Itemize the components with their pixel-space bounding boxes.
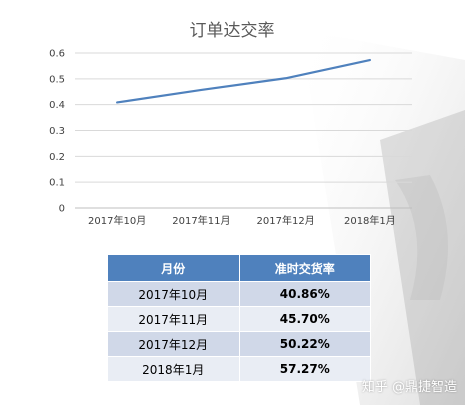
y-tick-label: 0.5 (49, 74, 65, 85)
table-header-row: 月份 准时交货率 (107, 254, 371, 282)
series-lines (116, 58, 371, 104)
x-tick-label: 2017年12月 (257, 214, 315, 227)
table-row: 2017年10月 40.86% (107, 281, 371, 307)
cell-month: 2017年10月 (107, 281, 240, 307)
table-row: 2017年12月 50.22% (107, 331, 371, 357)
y-tick-label: 0.4 (49, 100, 65, 111)
x-tick-label: 2017年10月 (88, 214, 146, 227)
header-rate: 准时交货率 (238, 254, 371, 282)
cell-rate: 40.86% (238, 281, 371, 307)
y-tick-label: 0.3 (49, 126, 65, 137)
x-axis-categories: 2017年10月 2017年11月 2017年12月 2018年1月 (88, 214, 396, 227)
cell-month: 2018年1月 (107, 356, 240, 382)
cell-rate: 50.22% (238, 331, 371, 357)
cell-rate: 57.27% (238, 356, 371, 382)
cell-month: 2017年12月 (107, 331, 240, 357)
y-tick-label: 0.2 (49, 152, 65, 163)
data-table: 月份 准时交货率 2017年10月 40.86% 2017年11月 45.70%… (107, 254, 371, 382)
table-row: 2018年1月 57.27% (107, 356, 371, 382)
cell-rate: 45.70% (238, 306, 371, 332)
line-chart: 订单达交率 00.10.20.30.40.50.6 2017年10月 2017年1… (49, 21, 412, 227)
x-tick-label: 2017年11月 (172, 214, 230, 227)
y-tick-label: 0 (59, 204, 65, 215)
y-axis-ticks: 0 0.1 0.2 0.3 0.4 0.5 0.6 (49, 49, 65, 215)
x-tick-label: 2018年1月 (344, 214, 396, 227)
header-month: 月份 (107, 254, 240, 282)
gridlines (75, 52, 412, 209)
cell-month: 2017年11月 (107, 306, 240, 332)
y-tick-label: 0.6 (49, 49, 65, 60)
chart-title: 订单达交率 (190, 21, 275, 41)
watermark: 知乎 @鼎捷智造 (361, 380, 457, 395)
table-row: 2017年11月 45.70% (107, 306, 371, 332)
y-tick-label: 0.1 (49, 178, 65, 189)
series-line (116, 58, 371, 104)
